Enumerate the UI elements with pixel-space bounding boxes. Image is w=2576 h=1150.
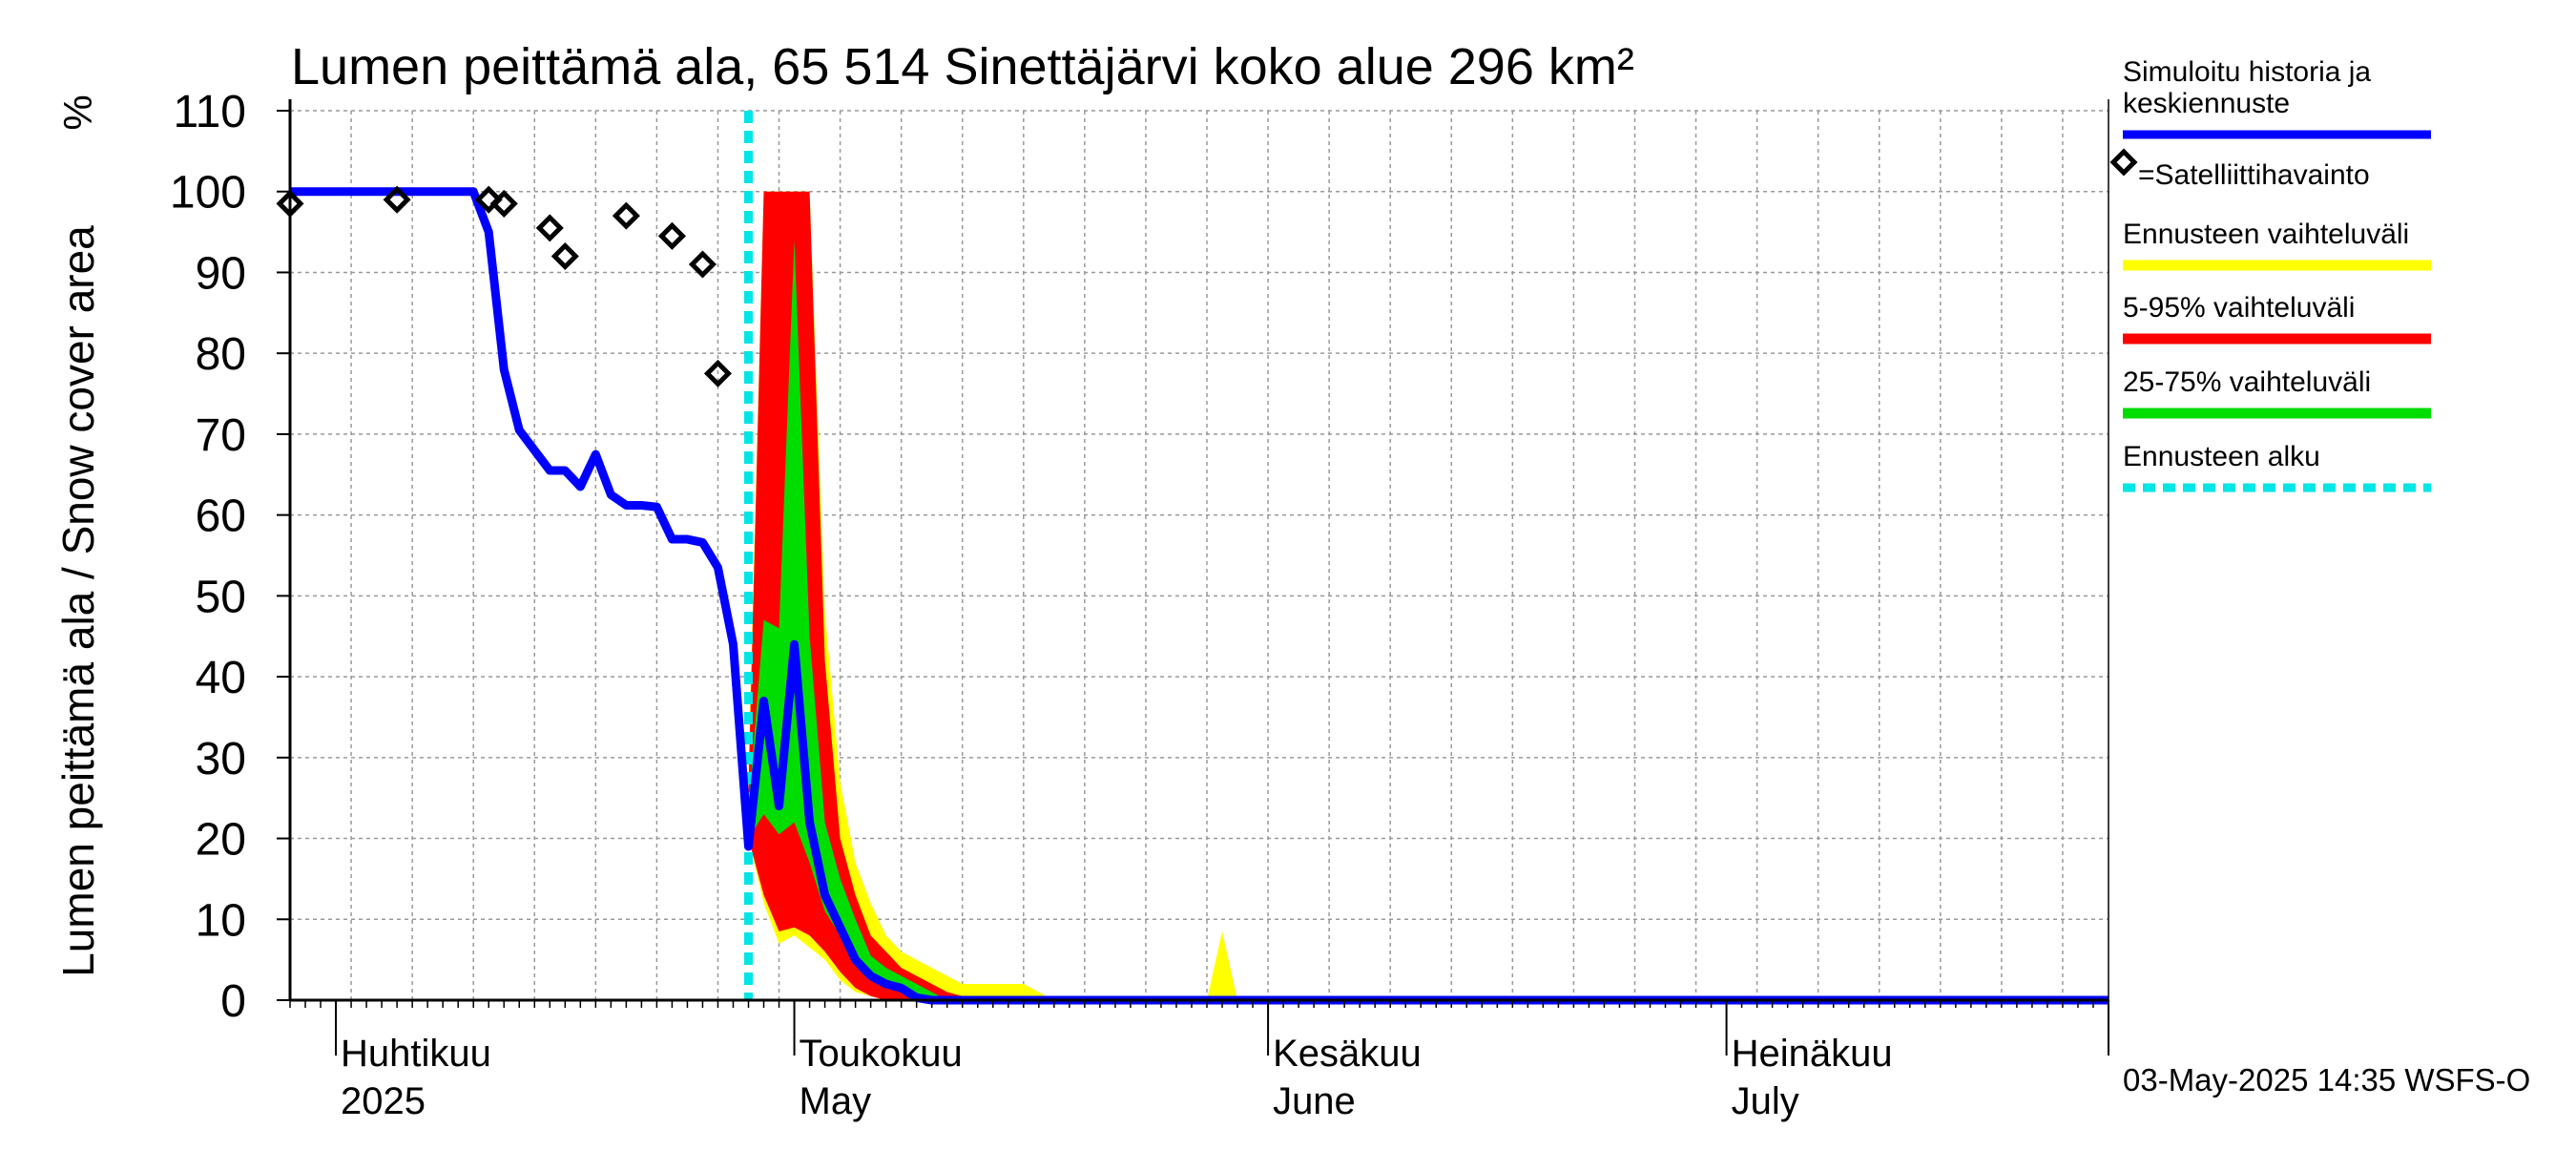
y-tick-label: 0 (220, 976, 246, 1027)
month-label-en: 2025 (341, 1080, 426, 1122)
y-tick-label: 60 (196, 491, 246, 542)
month-label-fi: Huhtikuu (341, 1033, 491, 1075)
y-tick-label: 70 (196, 410, 246, 461)
satellite-point (688, 250, 717, 279)
band-p25-75 (748, 240, 947, 1001)
legend-p5-95-label: 5-95% vaihteluväli (2123, 292, 2355, 324)
y-axis-label: Lumen peittämä ala / Snow cover area (53, 225, 103, 977)
y-tick-label: 30 (196, 734, 246, 784)
legend-satellite-marker (2109, 148, 2138, 177)
timestamp: 03-May-2025 14:35 WSFS-O (2123, 1062, 2530, 1098)
y-tick-label: 50 (196, 572, 246, 622)
chart-title: Lumen peittämä ala, 65 514 Sinettäjärvi … (291, 38, 1634, 95)
month-label-fi: Kesäkuu (1273, 1033, 1422, 1075)
month-label-en: June (1273, 1080, 1356, 1122)
y-tick-label: 100 (170, 168, 246, 219)
y-tick-label: 110 (173, 87, 246, 137)
month-label-fi: Toukokuu (800, 1033, 963, 1075)
month-label-fi: Heinäkuu (1732, 1033, 1893, 1075)
legend-range-label: Ennusteen vaihteluväli (2123, 219, 2409, 250)
legend-simulated-label-line2: keskiennuste (2123, 88, 2290, 119)
month-label-en: July (1732, 1080, 1799, 1122)
y-tick-label: 80 (196, 329, 246, 380)
y-tick-label: 10 (196, 895, 246, 946)
y-axis-unit: % (55, 94, 100, 130)
satellite-point (551, 241, 579, 271)
legend-satellite-label: =Satelliittihavainto (2138, 159, 2370, 191)
legend-forecast-start-label: Ennusteen alku (2123, 441, 2320, 472)
simulated-line (290, 187, 2109, 1005)
axes (277, 99, 2109, 1056)
legend: Simuloitu historia ja keskiennuste =Sate… (2109, 56, 2431, 492)
legend-simulated-label-line1: Simuloitu historia ja (2123, 56, 2371, 88)
satellite-point (383, 185, 411, 214)
satellite-point (489, 189, 518, 218)
satellite-point (612, 201, 640, 230)
series-layer (276, 111, 2109, 1005)
tick-labels: 0 10 20 30 40 50 60 70 80 90 100 110 Huhtikuu 2025 Tou… (170, 87, 1893, 1122)
y-tick-label: 90 (196, 248, 246, 299)
y-tick-label: 40 (196, 653, 246, 703)
satellite-point (657, 221, 686, 250)
legend-p25-75-label: 25-75% vaihteluväli (2123, 366, 2371, 398)
satellite-point (535, 214, 564, 242)
y-tick-label: 20 (196, 815, 246, 866)
satellite-point (474, 185, 503, 214)
satellite-point (703, 359, 733, 387)
month-label-en: May (800, 1080, 872, 1122)
